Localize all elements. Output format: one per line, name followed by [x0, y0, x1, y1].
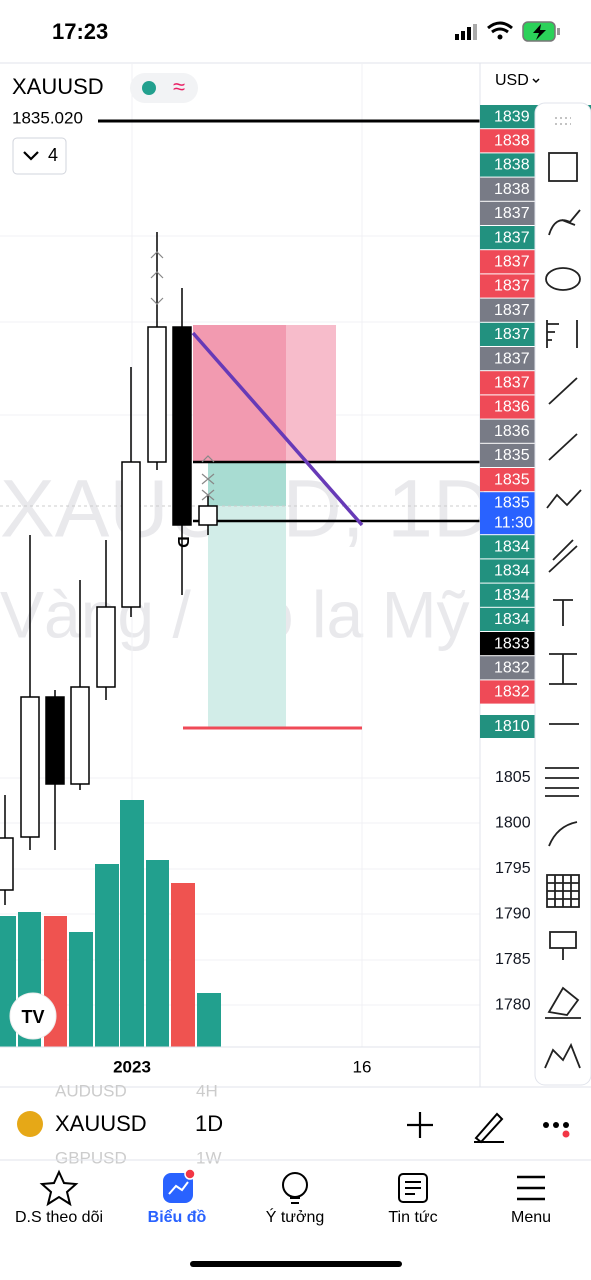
- price-tag-label: 1837: [494, 229, 530, 246]
- price-tag-label: 1834: [494, 611, 530, 628]
- toolbar-icons[interactable]: [544, 117, 582, 1069]
- price-tag-label: 1835: [494, 447, 530, 464]
- price-axis-label: 1795: [495, 860, 531, 877]
- tv-logo[interactable]: [9, 992, 57, 1040]
- tv-logo-text: TV: [21, 1007, 44, 1027]
- price-tag-label: 1837: [494, 278, 530, 295]
- price-tag-label: 1837: [494, 375, 530, 392]
- currency[interactable]: USD: [495, 72, 529, 89]
- price-tag-label: 1837: [494, 254, 530, 271]
- home-indicator: [190, 1261, 402, 1267]
- price-axis-label: 1785: [495, 951, 531, 968]
- layers-count: 4: [48, 145, 58, 165]
- currency-chevron: [532, 78, 540, 84]
- nav-icon: [39, 1169, 79, 1207]
- nav-icon: [398, 1173, 428, 1203]
- price-tag-label: 1838: [494, 133, 530, 150]
- price-tag-label: 1837: [494, 302, 530, 319]
- price-tag-label: 1833: [494, 635, 530, 652]
- price-axis-label: 1805: [495, 769, 531, 786]
- nav-icon: [282, 1172, 308, 1198]
- markers: [150, 251, 215, 501]
- drawing-toolbar: [534, 102, 591, 1086]
- price-tag-label: 1837: [494, 205, 530, 222]
- layers-button[interactable]: [12, 137, 67, 175]
- ghost-symbol: AUDUSD: [55, 1081, 127, 1100]
- nav-label[interactable]: Tin tức: [388, 1209, 437, 1226]
- more-button[interactable]: [543, 1122, 570, 1138]
- nav-label[interactable]: Menu: [511, 1209, 551, 1226]
- time-label: 16: [353, 1057, 372, 1076]
- price-tag-label: 1834: [494, 563, 530, 580]
- price-tag-label: 1810: [494, 718, 530, 735]
- price-tag-label: 1837: [494, 350, 530, 367]
- price-axis-label: 1790: [495, 906, 531, 923]
- price-tag-label: 1834: [494, 587, 530, 604]
- bottom-interval[interactable]: 1D: [195, 1111, 223, 1136]
- symbol[interactable]: XAUUSD: [12, 74, 104, 99]
- price-tag-label: 1836: [494, 399, 530, 416]
- price-tag-label: 1835: [494, 471, 530, 488]
- price-axis-label: 1780: [495, 997, 531, 1014]
- price-tag-label: 1838: [494, 181, 530, 198]
- price-tag-label: 1836: [494, 423, 530, 440]
- price-tag-label: 1839: [494, 108, 530, 125]
- status-pill: [130, 73, 198, 103]
- approx-icon: ≈: [173, 74, 185, 99]
- nav-icon: [517, 1175, 545, 1201]
- nav-label[interactable]: Biểu đồ: [148, 1208, 207, 1226]
- price-tag-label: 1832: [494, 684, 530, 701]
- add-button[interactable]: [407, 1112, 433, 1138]
- price-axis-label: 1800: [495, 815, 531, 832]
- time-label: 2023: [113, 1057, 151, 1076]
- price-tag-label: 1832: [494, 660, 530, 677]
- price-tag-label: 1834: [494, 539, 530, 556]
- draw-button[interactable]: [474, 1112, 504, 1144]
- market-dot: [142, 81, 156, 95]
- price-tag-label: 1838: [494, 157, 530, 174]
- bottom-symbol[interactable]: XAUUSD: [55, 1111, 147, 1136]
- ghost-symbol: GBPUSD: [55, 1148, 127, 1167]
- nav-label[interactable]: D.S theo dõi: [15, 1209, 103, 1226]
- ghost-interval: 4H: [196, 1081, 218, 1100]
- price-tag-label: 1835: [494, 494, 530, 511]
- nav-label[interactable]: Ý tưởng: [266, 1207, 325, 1226]
- clock: 17:23: [52, 19, 108, 44]
- position-tool: [0, 325, 480, 730]
- marker-label: D: [174, 536, 191, 548]
- line-price: 1835.020: [12, 108, 83, 127]
- chevron: [23, 151, 39, 161]
- volume-bars: [0, 800, 221, 1047]
- status-icons: [455, 21, 560, 42]
- candles: [0, 232, 218, 905]
- gold-icon: [17, 1111, 43, 1137]
- price-tag-time: 11:30: [494, 514, 533, 531]
- ghost-interval: 1W: [196, 1148, 222, 1167]
- price-tag-label: 1837: [494, 326, 530, 343]
- line-label-box: [4, 108, 96, 130]
